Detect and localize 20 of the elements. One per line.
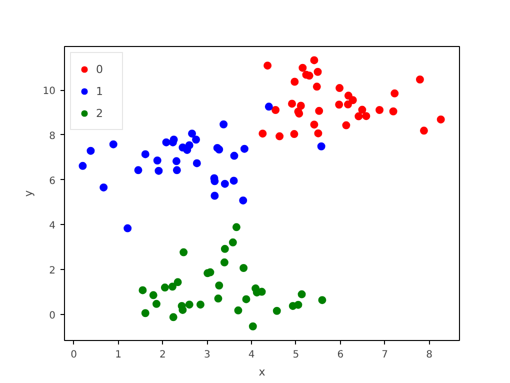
legend-label: 1	[96, 84, 104, 98]
x-tick-label: 8	[426, 350, 432, 360]
x-tick-label: 5	[292, 350, 300, 360]
y-tick-label: 4	[49, 220, 56, 232]
y-tick-label: 2	[49, 266, 56, 277]
y-axis-title: y	[22, 190, 35, 197]
y-tick-label: 8	[49, 130, 56, 142]
y-tick-label: 0	[49, 310, 56, 322]
x-tick-label: 3	[204, 350, 210, 360]
legend-label: 0	[96, 62, 104, 76]
x-axis-title: x	[258, 366, 266, 378]
x-tick-label: 6	[337, 350, 344, 360]
x-tick-label: 7	[382, 350, 388, 360]
x-tick-label: 4	[248, 350, 255, 360]
y-tick-label: 6	[49, 176, 56, 187]
x-tick-label: 1	[115, 350, 122, 360]
x-tick-label: 2	[160, 350, 166, 360]
legend-label: 2	[96, 106, 104, 120]
y-tick-label: 10	[42, 86, 56, 98]
x-tick-label: 0	[70, 350, 78, 360]
